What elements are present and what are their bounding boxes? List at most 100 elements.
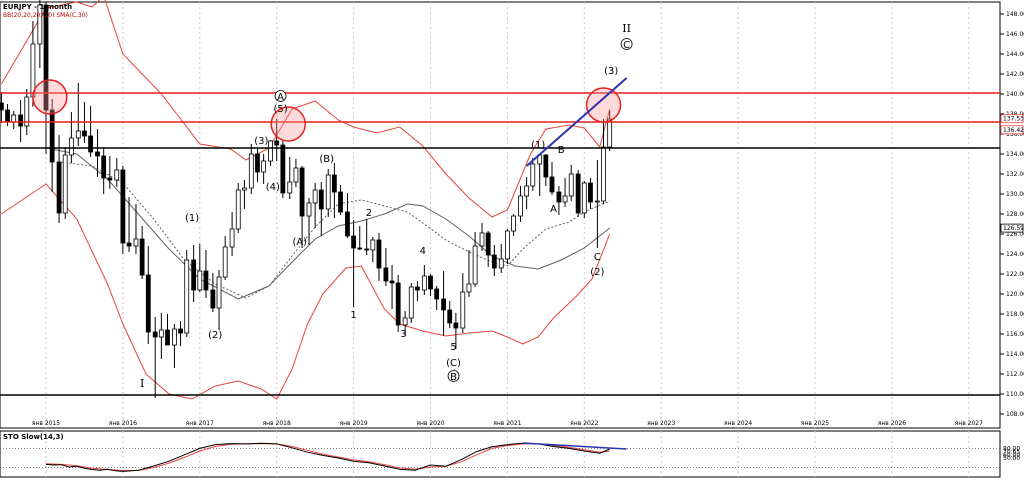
candle-body [101, 155, 107, 179]
candle-body [460, 291, 466, 329]
candle-body [338, 191, 343, 213]
x-tick-label: янв 2016 [109, 420, 137, 427]
candle-body [18, 114, 24, 127]
wave-label: C [623, 40, 630, 51]
stoch-layer [0, 442, 1000, 472]
candle-body [331, 174, 337, 193]
candle-body [126, 242, 132, 247]
candle-body [287, 181, 293, 194]
candle-body [197, 270, 203, 291]
candle-body [152, 331, 158, 338]
y-tick-label: 146.00 [1006, 31, 1024, 38]
series-layer [0, 0, 611, 400]
y-tick-label: 144.00 [1006, 51, 1024, 58]
price-label: 126.59 [1003, 225, 1024, 232]
wave-label-circle [447, 370, 460, 382]
x-tick-label: янв 2022 [570, 420, 598, 427]
highlight-circle [270, 106, 306, 142]
candle-body [568, 173, 574, 197]
candle-body [88, 135, 94, 153]
wave-label: 3 [400, 329, 406, 340]
candle-body [49, 109, 55, 163]
stoch-k-line [45, 442, 610, 472]
candle-body [293, 167, 299, 183]
candle-body [95, 151, 100, 157]
candle-body [491, 254, 497, 269]
wave-label: (1) [531, 140, 545, 151]
wave-label-circle [274, 90, 287, 102]
candle-body [242, 187, 247, 191]
wave-label: (3) [604, 66, 618, 77]
stoch-y-tick-label: 70.65 [1003, 448, 1020, 455]
y-tick-label: 136.00 [1006, 131, 1024, 138]
candle-body [261, 160, 267, 173]
y-tick-label: 122.00 [1006, 271, 1024, 278]
candle-body [82, 130, 87, 137]
candle-body [133, 238, 139, 247]
x-tick-label: янв 2024 [724, 420, 752, 427]
wave-label: (B) [319, 154, 334, 165]
candle-body [588, 182, 593, 203]
candle-layer [0, 0, 613, 398]
highlight-circle [32, 79, 68, 115]
price-label: 136.42 [1003, 127, 1024, 134]
main-plot-frame [0, 1, 1001, 429]
wave-label: A [550, 204, 557, 215]
x-tick-label: янв 2027 [955, 420, 983, 427]
candle-body [299, 167, 305, 217]
candle-body [357, 247, 363, 250]
candle-body [421, 275, 427, 291]
candle-body [255, 153, 260, 173]
wave-label: (1) [185, 213, 199, 224]
candle-body [56, 161, 62, 214]
candle-body [11, 114, 17, 123]
candle-body [601, 146, 606, 202]
candle-body [466, 283, 472, 293]
wave-label: (A) [292, 237, 307, 248]
candle-body [68, 137, 74, 156]
wave-label: (2) [208, 330, 222, 341]
bollinger-upper-line [0, 0, 611, 218]
stoch-plot-frame [0, 430, 1001, 478]
price-label-box [1000, 125, 1024, 135]
candle-body [345, 211, 350, 237]
candle-body [318, 189, 324, 210]
candle-body [383, 267, 389, 282]
wave-label: (5) [273, 104, 287, 115]
candle-body [165, 329, 170, 346]
y-tick-label: 128.00 [1006, 211, 1024, 218]
candle-body [518, 195, 523, 217]
candle-body [370, 239, 376, 251]
wave-label: (4) [266, 182, 280, 193]
candle-body [0, 102, 4, 111]
candle-body [178, 328, 183, 334]
candle-body [415, 286, 420, 291]
x-tick-label: янв 2021 [493, 420, 521, 427]
candle-body [351, 235, 357, 249]
y-tick-label: 126.00 [1006, 231, 1024, 238]
candle-body [24, 96, 30, 127]
candle-body [472, 245, 478, 285]
candle-body [575, 173, 581, 214]
wave-label-circle [620, 38, 633, 50]
axis-layer: янв 2015 янв 2016 янв 2017 янв 2018 янв 2019… [32, 11, 1024, 462]
candle-body [581, 182, 587, 214]
y-tick-label: 118.00 [1006, 311, 1024, 318]
stoch-y-tick-label: 50.00 [1003, 455, 1020, 462]
candle-body [312, 189, 318, 204]
candle-body [447, 309, 453, 324]
candle-body [543, 154, 549, 178]
candle-body [364, 248, 370, 251]
candle-body [395, 282, 401, 326]
wave-label: 4 [420, 246, 426, 257]
candle-body [441, 298, 446, 311]
candle-body [402, 317, 408, 326]
highlight-circle [585, 87, 622, 123]
y-tick-label: 140.00 [1006, 91, 1024, 98]
stoch-trendline [522, 442, 627, 450]
chart-title: EURJPY - 1 month [3, 3, 72, 11]
candle-body [524, 185, 530, 197]
candle-body [306, 202, 312, 217]
y-tick-label: 110.00 [1006, 391, 1024, 398]
